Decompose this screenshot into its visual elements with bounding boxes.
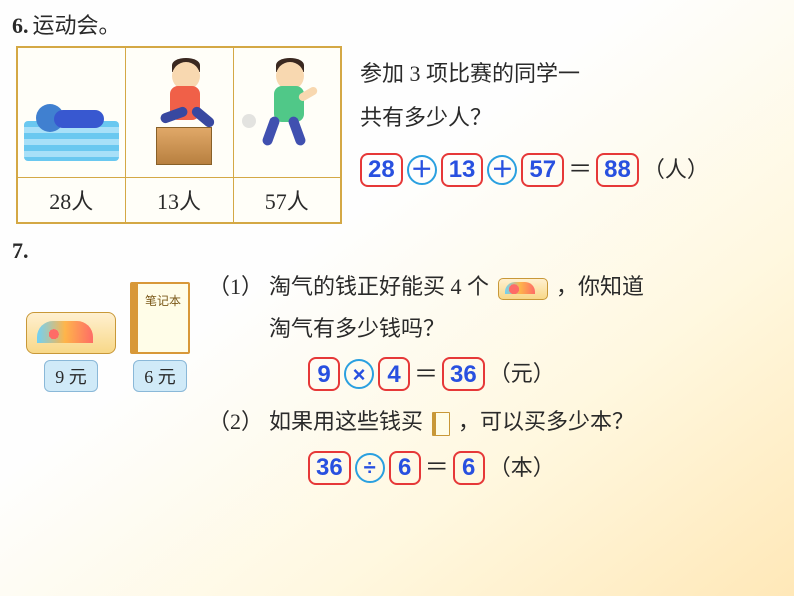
count-jump: 13人 (125, 177, 233, 223)
q7-part1-line1: 淘气的钱正好能买 4 个 (269, 274, 489, 299)
q6-op2: ＋ (487, 155, 517, 185)
q6-number: 6. (12, 13, 29, 38)
q7-eq1: 9 × 4 ＝ 36 （元） (308, 352, 644, 398)
count-run: 57人 (233, 177, 341, 223)
run-cell (233, 47, 341, 177)
pencil-case-inline-icon (498, 278, 548, 300)
q7-eq2-b: 6 (389, 451, 421, 485)
notebook-inline-icon (432, 412, 450, 436)
worksheet: 6. 运动会。 (0, 0, 794, 503)
notebook-price: 6 元 (133, 360, 187, 392)
q6-equation: 28 ＋ 13 ＋ 57 ＝ 88 （人） (360, 146, 709, 194)
q7-items: 9 元 笔记本 6 元 (12, 264, 196, 392)
q7-eq1-result: 36 (442, 357, 485, 391)
q7-eq2-unit: （本） (489, 447, 555, 489)
pencil-case-icon (26, 312, 116, 354)
q7-part2-text: 如果用这些钱买 (269, 409, 423, 434)
q6-operand-a: 28 (360, 153, 403, 187)
q6-title: 运动会。 (33, 13, 121, 38)
question-7: 7. 9 元 笔记本 6 元 （1） 淘气的钱正好能买 4 个 (12, 238, 782, 495)
q6-question-line1: 参加 3 项比赛的同学一 (360, 52, 709, 96)
q7-part2-text2: ，可以买多少本？ (458, 409, 634, 434)
q7-eq2-op: ÷ (355, 453, 385, 483)
notebook-icon: 笔记本 (130, 282, 190, 354)
q7-part1-line3: 淘气有多少钱吗？ (269, 316, 445, 341)
q6-unit: （人） (643, 148, 709, 192)
hurdle-icon (156, 127, 212, 165)
q6-equals: ＝ (568, 146, 592, 194)
sports-table: 28人 13人 57人 (16, 46, 342, 224)
count-swim: 28人 (17, 177, 125, 223)
q7-questions: （1） 淘气的钱正好能买 4 个 ，你知道 淘气有多少钱吗？ 9 × 4 ＝ 3… (196, 264, 644, 495)
pencil-case-item: 9 元 (26, 312, 116, 392)
dust-icon (242, 114, 256, 128)
q6-op1: ＋ (407, 155, 437, 185)
swimmer-body-icon (54, 110, 104, 128)
runner-body-icon (274, 86, 304, 122)
jump-cell (125, 47, 233, 177)
q7-eq2-result: 6 (453, 451, 485, 485)
q7-eq2-a: 36 (308, 451, 351, 485)
question-6: 6. 运动会。 (12, 8, 782, 224)
q6-operand-b: 13 (441, 153, 484, 187)
q7-number: 7. (12, 238, 29, 263)
q7-eq2-equals: ＝ (425, 445, 449, 491)
q6-question: 参加 3 项比赛的同学一 共有多少人？ 28 ＋ 13 ＋ 57 ＝ 88 （人… (342, 40, 709, 194)
q7-eq1-b: 4 (378, 357, 410, 391)
q7-eq1-unit: （元） (489, 353, 555, 395)
q7-part2-label: （2） (208, 401, 263, 443)
swim-cell (17, 47, 125, 177)
q7-eq1-a: 9 (308, 357, 340, 391)
q6-operand-c: 57 (521, 153, 564, 187)
notebook-label: 笔记本 (145, 292, 181, 309)
notebook-item: 笔记本 6 元 (130, 282, 190, 392)
q7-eq1-op: × (344, 359, 374, 389)
q7-eq1-equals: ＝ (414, 352, 438, 398)
q7-part1-line2: ，你知道 (556, 274, 644, 299)
pencil-case-price: 9 元 (44, 360, 98, 392)
q7-part1-label: （1） (208, 266, 263, 308)
q6-question-line2: 共有多少人？ (360, 96, 709, 140)
q6-result: 88 (596, 153, 639, 187)
q7-eq2: 36 ÷ 6 ＝ 6 （本） (308, 445, 644, 491)
